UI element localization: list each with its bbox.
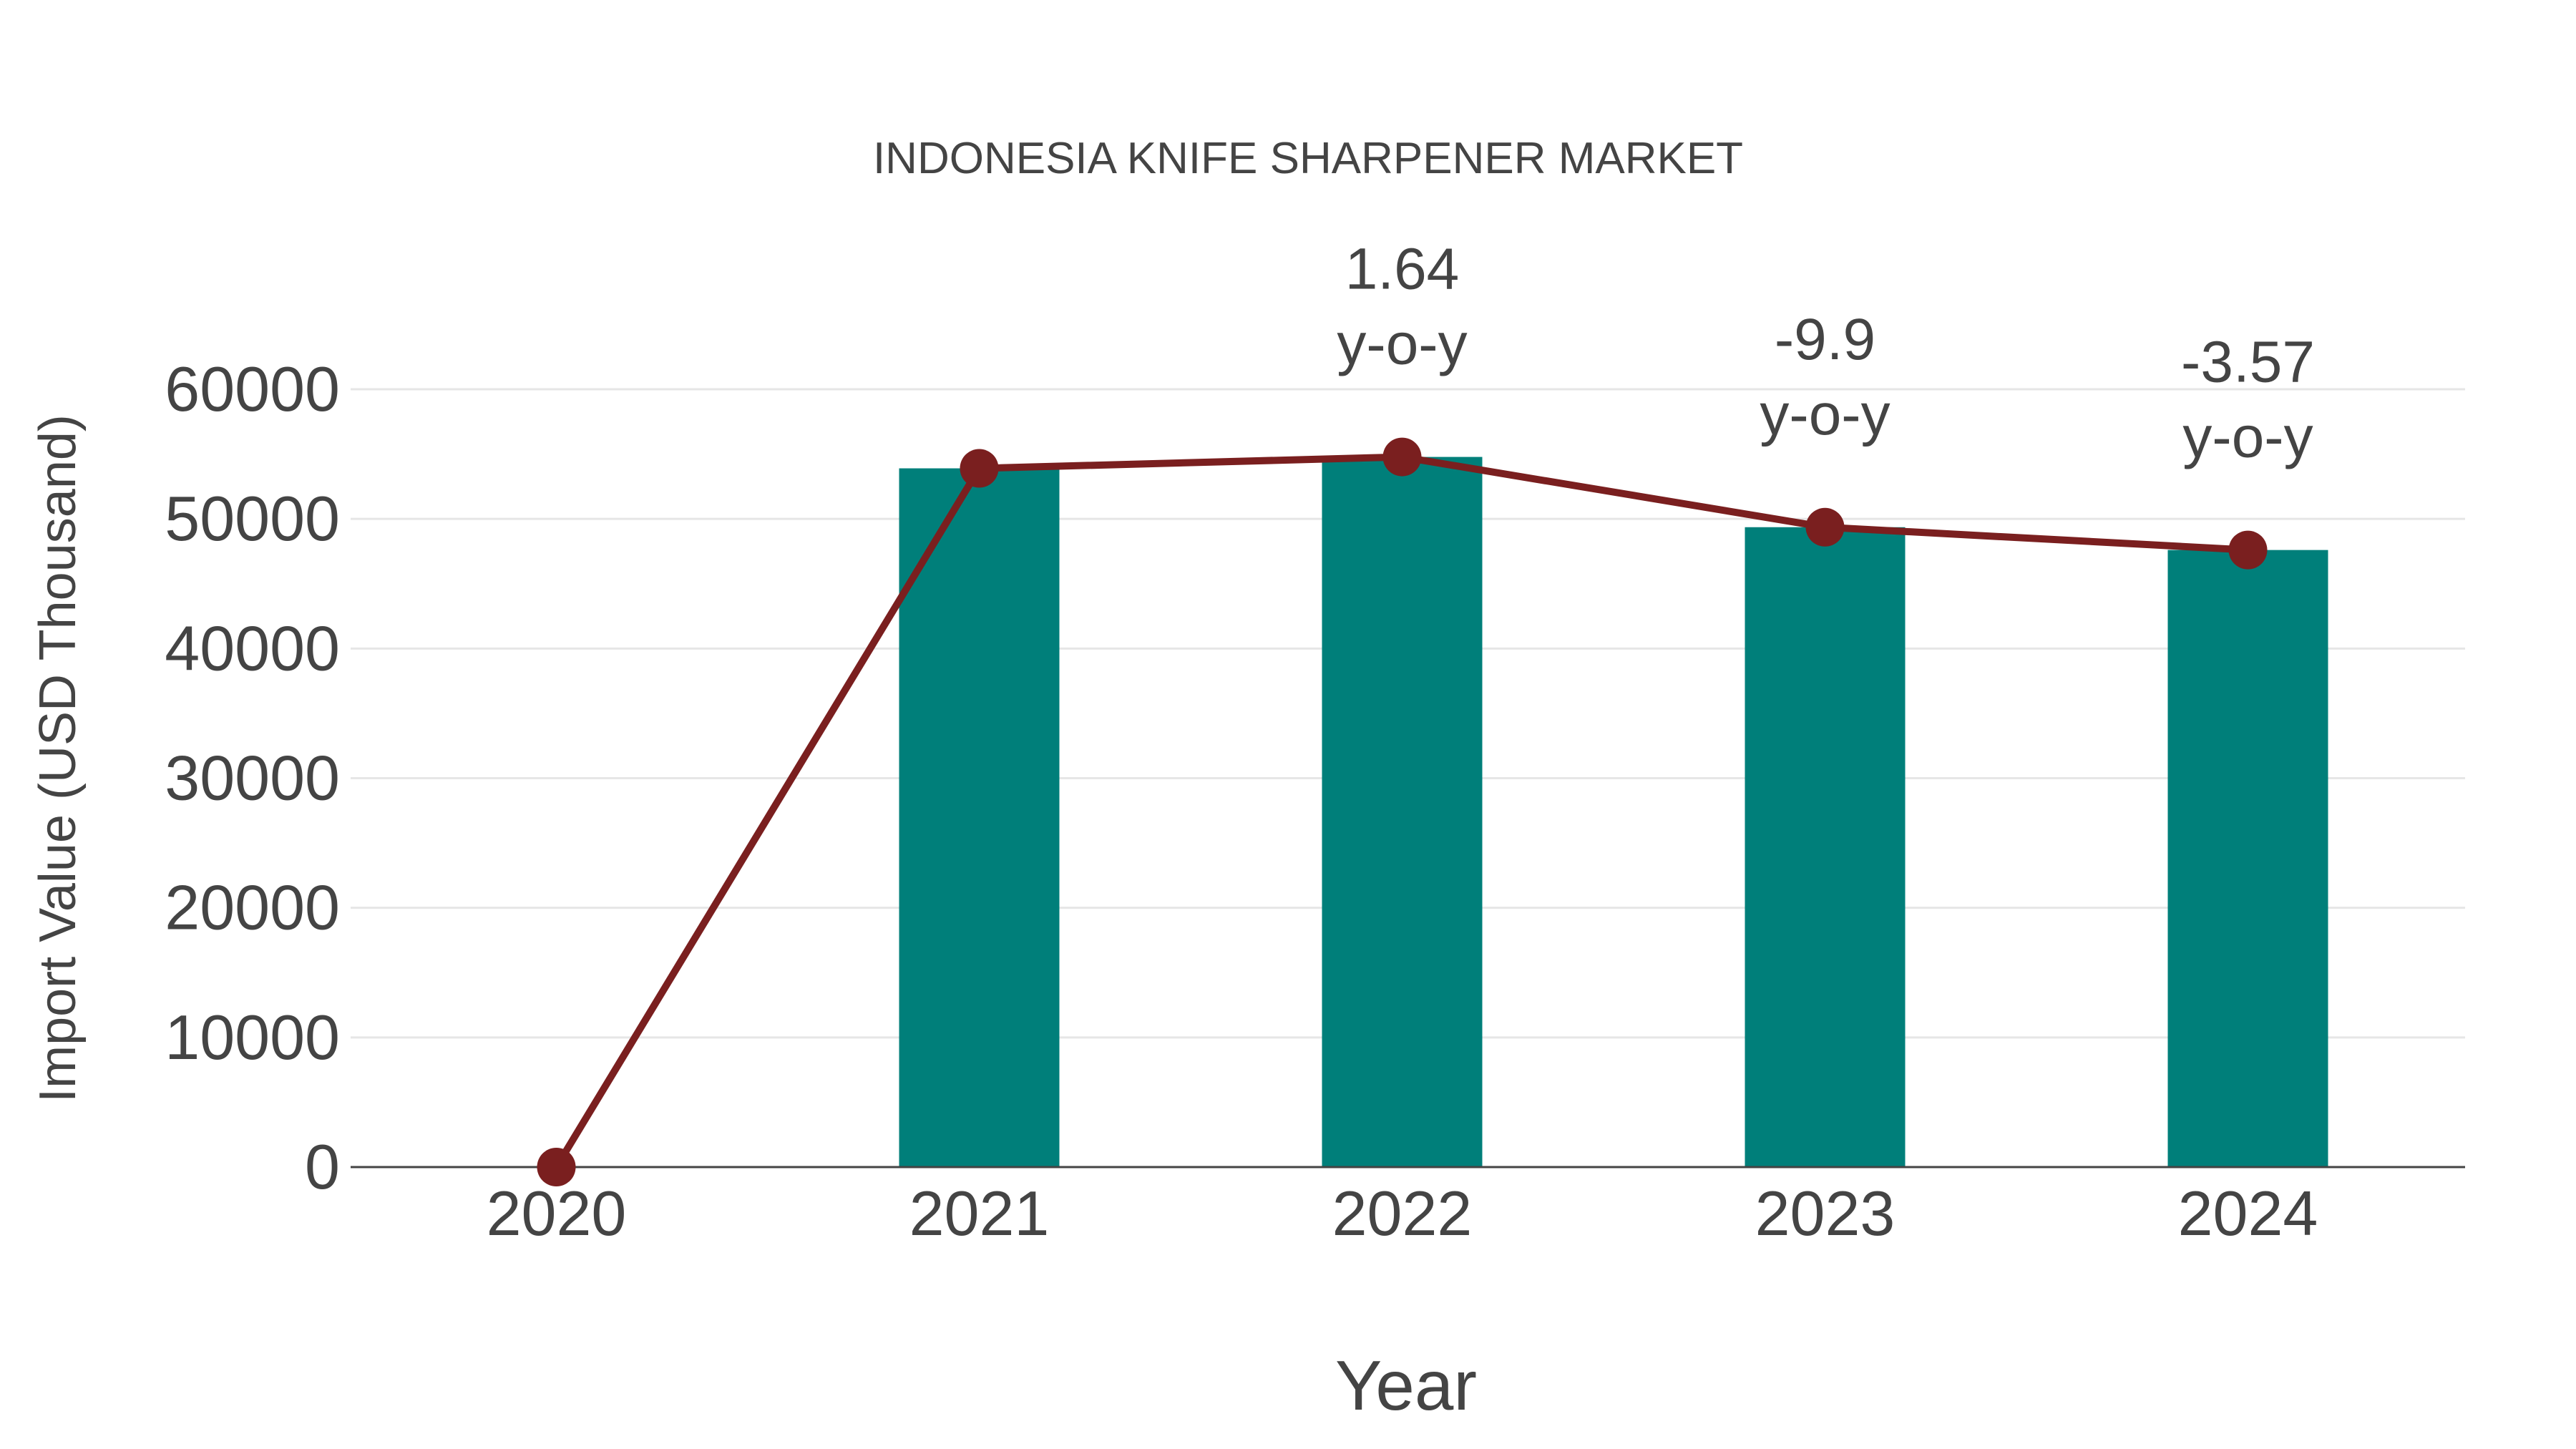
x-tick-label: 2024 [2178,1178,2318,1249]
yoy-label: y-o-y [1337,312,1467,377]
x-tick-label: 2021 [909,1178,1050,1249]
y-tick-label: 10000 [165,1002,340,1073]
y-tick-label: 30000 [165,743,340,814]
line-marker-2022 [1382,437,1422,477]
y-tick-label: 40000 [165,613,340,683]
line-marker-2023 [1805,507,1845,547]
line-marker-2020 [537,1148,576,1186]
y-axis-title: Import Value (USD Thousand) [29,414,87,1103]
line-marker-2024 [2228,530,2268,570]
bar-2021 [899,468,1060,1167]
chart-title: INDONESIA KNIFE SHARPENER MARKET [873,134,1743,183]
bar-2022 [1322,457,1483,1167]
x-tick-label: 2023 [1755,1178,1896,1249]
x-axis-ticks: 2020 2021 2022 2023 2024 [487,1178,2318,1249]
y-axis-ticks: 0 10000 20000 30000 40000 50000 60000 [165,353,340,1202]
bar-2024 [2167,550,2328,1167]
x-axis-title: Year [1335,1346,1477,1425]
y-tick-label: 60000 [165,353,340,424]
y-tick-label: 50000 [165,483,340,554]
yoy-label: y-o-y [2182,405,2313,470]
x-tick-label: 2022 [1332,1178,1473,1249]
bar-2023 [1745,527,1906,1167]
yoy-label: y-o-y [1760,382,1890,447]
yoy-annotations: 1.64 y-o-y -9.9 y-o-y -3.57 y-o-y [1337,237,2315,470]
line-marker-2021 [960,449,999,488]
bars [899,457,2328,1167]
x-tick-label: 2020 [487,1178,627,1249]
yoy-value: 1.64 [1345,237,1460,302]
yoy-value: -9.9 [1775,307,1875,372]
y-tick-label: 0 [305,1131,340,1202]
yoy-value: -3.57 [2181,330,2315,395]
y-tick-label: 20000 [165,872,340,943]
trend-line [537,437,2268,1186]
